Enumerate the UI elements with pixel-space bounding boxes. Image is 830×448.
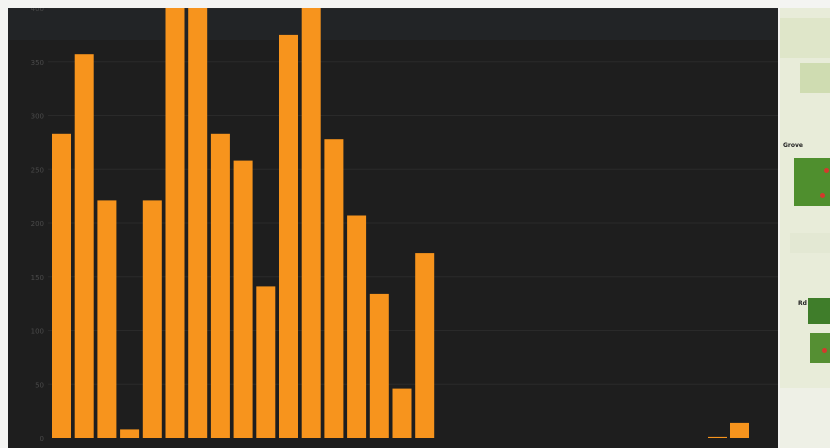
bar[interactable]	[142, 200, 162, 438]
y-tick-label: 50	[35, 381, 44, 389]
y-axis-ticks: 0 50 100 150 200 250 300 350 400	[31, 8, 44, 443]
y-tick-label: 250	[31, 166, 44, 174]
bar[interactable]	[324, 139, 344, 438]
bar-chart-panel: 0 50 100 150 200 250 300 350 400	[8, 8, 778, 448]
bar[interactable]	[188, 8, 208, 438]
bar-chart: 0 50 100 150 200 250 300 350 400	[31, 8, 778, 443]
bar[interactable]	[256, 286, 276, 438]
y-tick-label: 350	[31, 59, 44, 67]
map-marker[interactable]	[822, 348, 827, 353]
map-area	[780, 18, 830, 58]
y-tick-label: 300	[31, 113, 44, 121]
bar[interactable]	[415, 253, 435, 438]
y-tick-label: 100	[31, 328, 44, 336]
map-marker[interactable]	[820, 193, 825, 198]
map-green-area	[808, 298, 830, 324]
bars	[52, 8, 749, 439]
bar[interactable]	[708, 436, 727, 438]
y-tick-label: 400	[31, 8, 44, 13]
bar[interactable]	[165, 8, 185, 438]
map-area	[780, 388, 830, 448]
map-place-label: Grove	[783, 142, 803, 149]
y-tick-label: 200	[31, 220, 44, 228]
map-green-area	[810, 333, 830, 363]
map-green-area	[794, 158, 830, 206]
bar[interactable]	[52, 133, 71, 439]
map-park	[800, 63, 830, 93]
bar[interactable]	[120, 429, 140, 438]
bar[interactable]	[347, 215, 367, 439]
bar[interactable]	[301, 8, 321, 438]
bar[interactable]	[97, 200, 117, 438]
map-preview[interactable]: Grove Rd	[780, 8, 830, 448]
bar[interactable]	[74, 54, 94, 438]
bar[interactable]	[233, 160, 253, 438]
bar[interactable]	[210, 133, 230, 439]
bar[interactable]	[369, 293, 389, 438]
bar[interactable]	[392, 388, 412, 438]
y-tick-label: 0	[40, 435, 44, 443]
y-tick-label: 150	[31, 274, 44, 282]
chart-header-strip	[8, 8, 778, 40]
map-area	[790, 233, 830, 253]
map-road-label: Rd	[798, 300, 807, 307]
bar[interactable]	[730, 422, 749, 438]
map-marker[interactable]	[824, 168, 829, 173]
bar[interactable]	[279, 34, 298, 439]
